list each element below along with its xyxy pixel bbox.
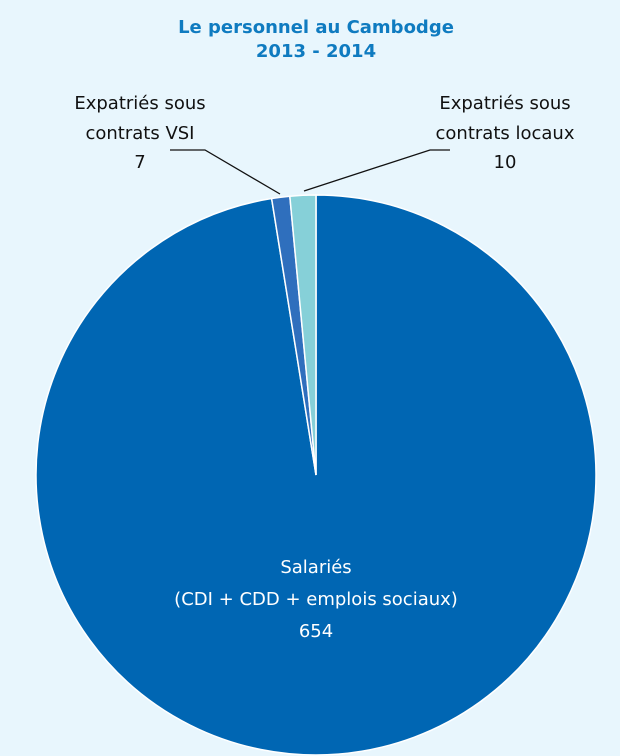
value-label: 10 [494, 152, 517, 173]
pie-slice [289, 194, 317, 476]
slice-label: Expatriés sous [74, 93, 205, 114]
chart-subtitle: 2013 - 2014 [256, 41, 376, 62]
slice-label: Salariés [280, 557, 351, 578]
leader-line [170, 149, 281, 195]
value-label: 654 [299, 621, 333, 642]
leader-line [303, 149, 450, 192]
slice-label: Expatriés sous [439, 93, 570, 114]
slice-label: contrats VSI [85, 123, 194, 144]
value-label: 7 [134, 152, 145, 173]
slice-label: contrats locaux [436, 123, 575, 144]
chart-title: Le personnel au Cambodge [178, 17, 454, 38]
slice-label: (CDI + CDD + emplois sociaux) [174, 589, 458, 610]
